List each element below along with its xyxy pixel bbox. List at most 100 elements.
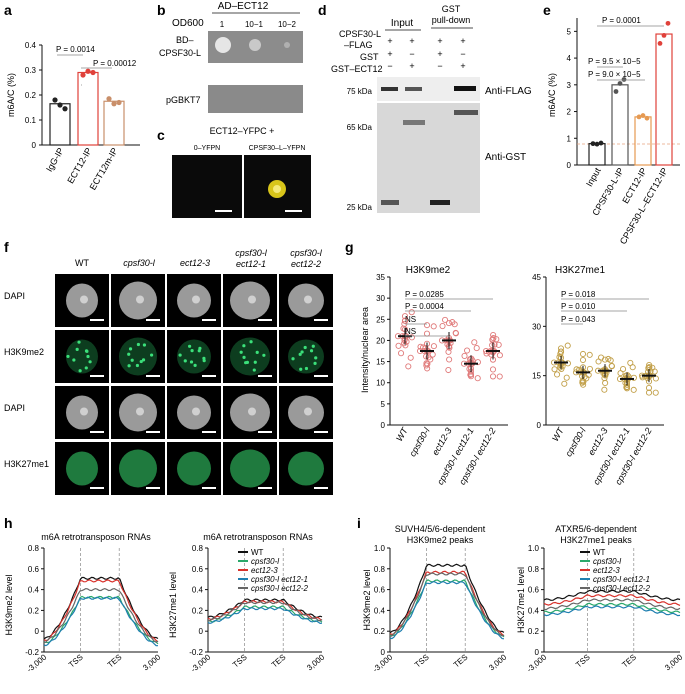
chromocenter [197, 349, 201, 353]
g-point [551, 366, 558, 373]
legend-label: cpsf30-l ect12-2 [593, 584, 650, 593]
panel-g-right-title: H3K27me1 [555, 265, 605, 276]
g-pvalue: P = 0.010 [561, 302, 596, 311]
g-point [645, 368, 652, 375]
panel-f-row-3: H3K27me1 [4, 459, 49, 469]
profile-series-line [208, 605, 323, 623]
panel-b-dil-0: 1 [220, 20, 225, 29]
g-point [619, 366, 627, 373]
profile-ytick-label: 0 [199, 627, 204, 636]
g-point [561, 380, 568, 387]
panel-d-label: d [318, 2, 327, 18]
g-point [496, 352, 503, 359]
g-point [395, 342, 402, 349]
panel-g-ylabel: Intensity/nuclear area [360, 307, 370, 393]
g-xcat: ect12-3 [586, 426, 610, 457]
profile-series-line [207, 600, 323, 622]
a-ytick-label: 0.3 [25, 66, 37, 75]
legend-label: WT [251, 548, 264, 557]
e-point [644, 115, 650, 121]
g-point [427, 356, 434, 363]
chromocenter [88, 360, 92, 364]
g-point [579, 373, 586, 380]
g-point [597, 354, 605, 361]
g-point [445, 366, 452, 374]
profile-ytick-label: 0.8 [192, 544, 204, 553]
panel-d-anti2: Anti-GST [485, 152, 526, 163]
e-bar [588, 143, 606, 166]
panel-b-header: AD–ECT12 [218, 1, 269, 12]
panel-e-label: e [543, 2, 551, 18]
chromocenter [78, 369, 82, 373]
profile-ytick-label: 0.8 [374, 565, 386, 574]
chromocenter [135, 363, 140, 368]
g-ytick-label: 20 [376, 336, 385, 345]
legend-label: WT [593, 548, 606, 557]
panel-i-title-right: ATXR5/6-dependent [555, 524, 637, 534]
panel-f-col-6: ect12-2 [291, 259, 321, 269]
chromocenter [255, 350, 259, 354]
g-point [493, 336, 500, 343]
profile-series-line [389, 563, 505, 634]
chromocenter [304, 366, 309, 371]
panel-f-label: f [4, 239, 9, 255]
g-xcat: cpsf30-l [407, 425, 432, 458]
profile-xtick: TES [452, 653, 470, 670]
panel-f-row-2: DAPI [4, 403, 25, 413]
profile-xtick: TSS [413, 653, 431, 670]
panel-e-pa: P = 9.5 × 10−5 [588, 57, 641, 66]
profile-ytick-label: 0.4 [192, 586, 204, 595]
g-point [601, 386, 608, 393]
g-point [645, 389, 653, 396]
profile-xtick: TSS [574, 653, 592, 670]
e-point [661, 32, 667, 38]
d-sign: − [387, 61, 392, 71]
g-point [630, 386, 637, 393]
g-xcat: cpsf30-l [563, 425, 588, 458]
chromocenter [314, 356, 318, 360]
d-sign: + [387, 36, 392, 46]
g-point [405, 363, 412, 370]
profile-series-line [389, 570, 505, 637]
panel-b-label: b [157, 2, 166, 18]
g-point [586, 365, 593, 372]
g-point [627, 359, 634, 366]
panel-c-bifc: ECT12–YFPC + 0–YFPN CPSF30–L–YFPN [172, 126, 311, 218]
profile-series-line [43, 595, 159, 645]
g-point [489, 342, 496, 349]
g-point [579, 356, 587, 364]
panel-b-row1: BD– [176, 35, 194, 45]
chromocenter [242, 344, 246, 348]
chromocenter [193, 363, 197, 367]
a-point [52, 97, 58, 103]
e-point [640, 113, 646, 118]
g-point [649, 364, 656, 371]
g-point [490, 335, 497, 342]
g-pvalue: P = 0.018 [561, 290, 596, 299]
chromocenter [299, 367, 303, 371]
panel-e-ptop: P = 0.0001 [602, 16, 641, 25]
e-point [590, 141, 596, 147]
profile-ytick-label: 0.6 [374, 586, 386, 595]
panel-f-col-3: cpsf30-l [235, 248, 268, 258]
chromocenter [130, 358, 134, 362]
panel-c-right: CPSF30–L–YFPN [249, 145, 306, 152]
e-point [665, 20, 671, 26]
profile-xtick: 3,000 [663, 652, 685, 672]
g-point [553, 371, 561, 378]
band-gst [430, 200, 450, 205]
g-ytick-label: 5 [381, 400, 386, 409]
a-point [90, 69, 96, 76]
g-point [564, 342, 571, 349]
panel-c-title: ECT12–YFPC + [210, 126, 275, 136]
legend-label: cpsf30-l [251, 557, 279, 566]
profile-ytick-label: 0 [381, 648, 386, 657]
chromocenter [84, 366, 88, 370]
nucleus-signal [66, 339, 98, 374]
nucleus-signal [230, 449, 270, 488]
nucleus-signal [66, 451, 98, 486]
g-point [630, 374, 637, 381]
a-point [62, 106, 68, 112]
d-sign: − [437, 61, 442, 71]
blot-gst [377, 103, 480, 213]
